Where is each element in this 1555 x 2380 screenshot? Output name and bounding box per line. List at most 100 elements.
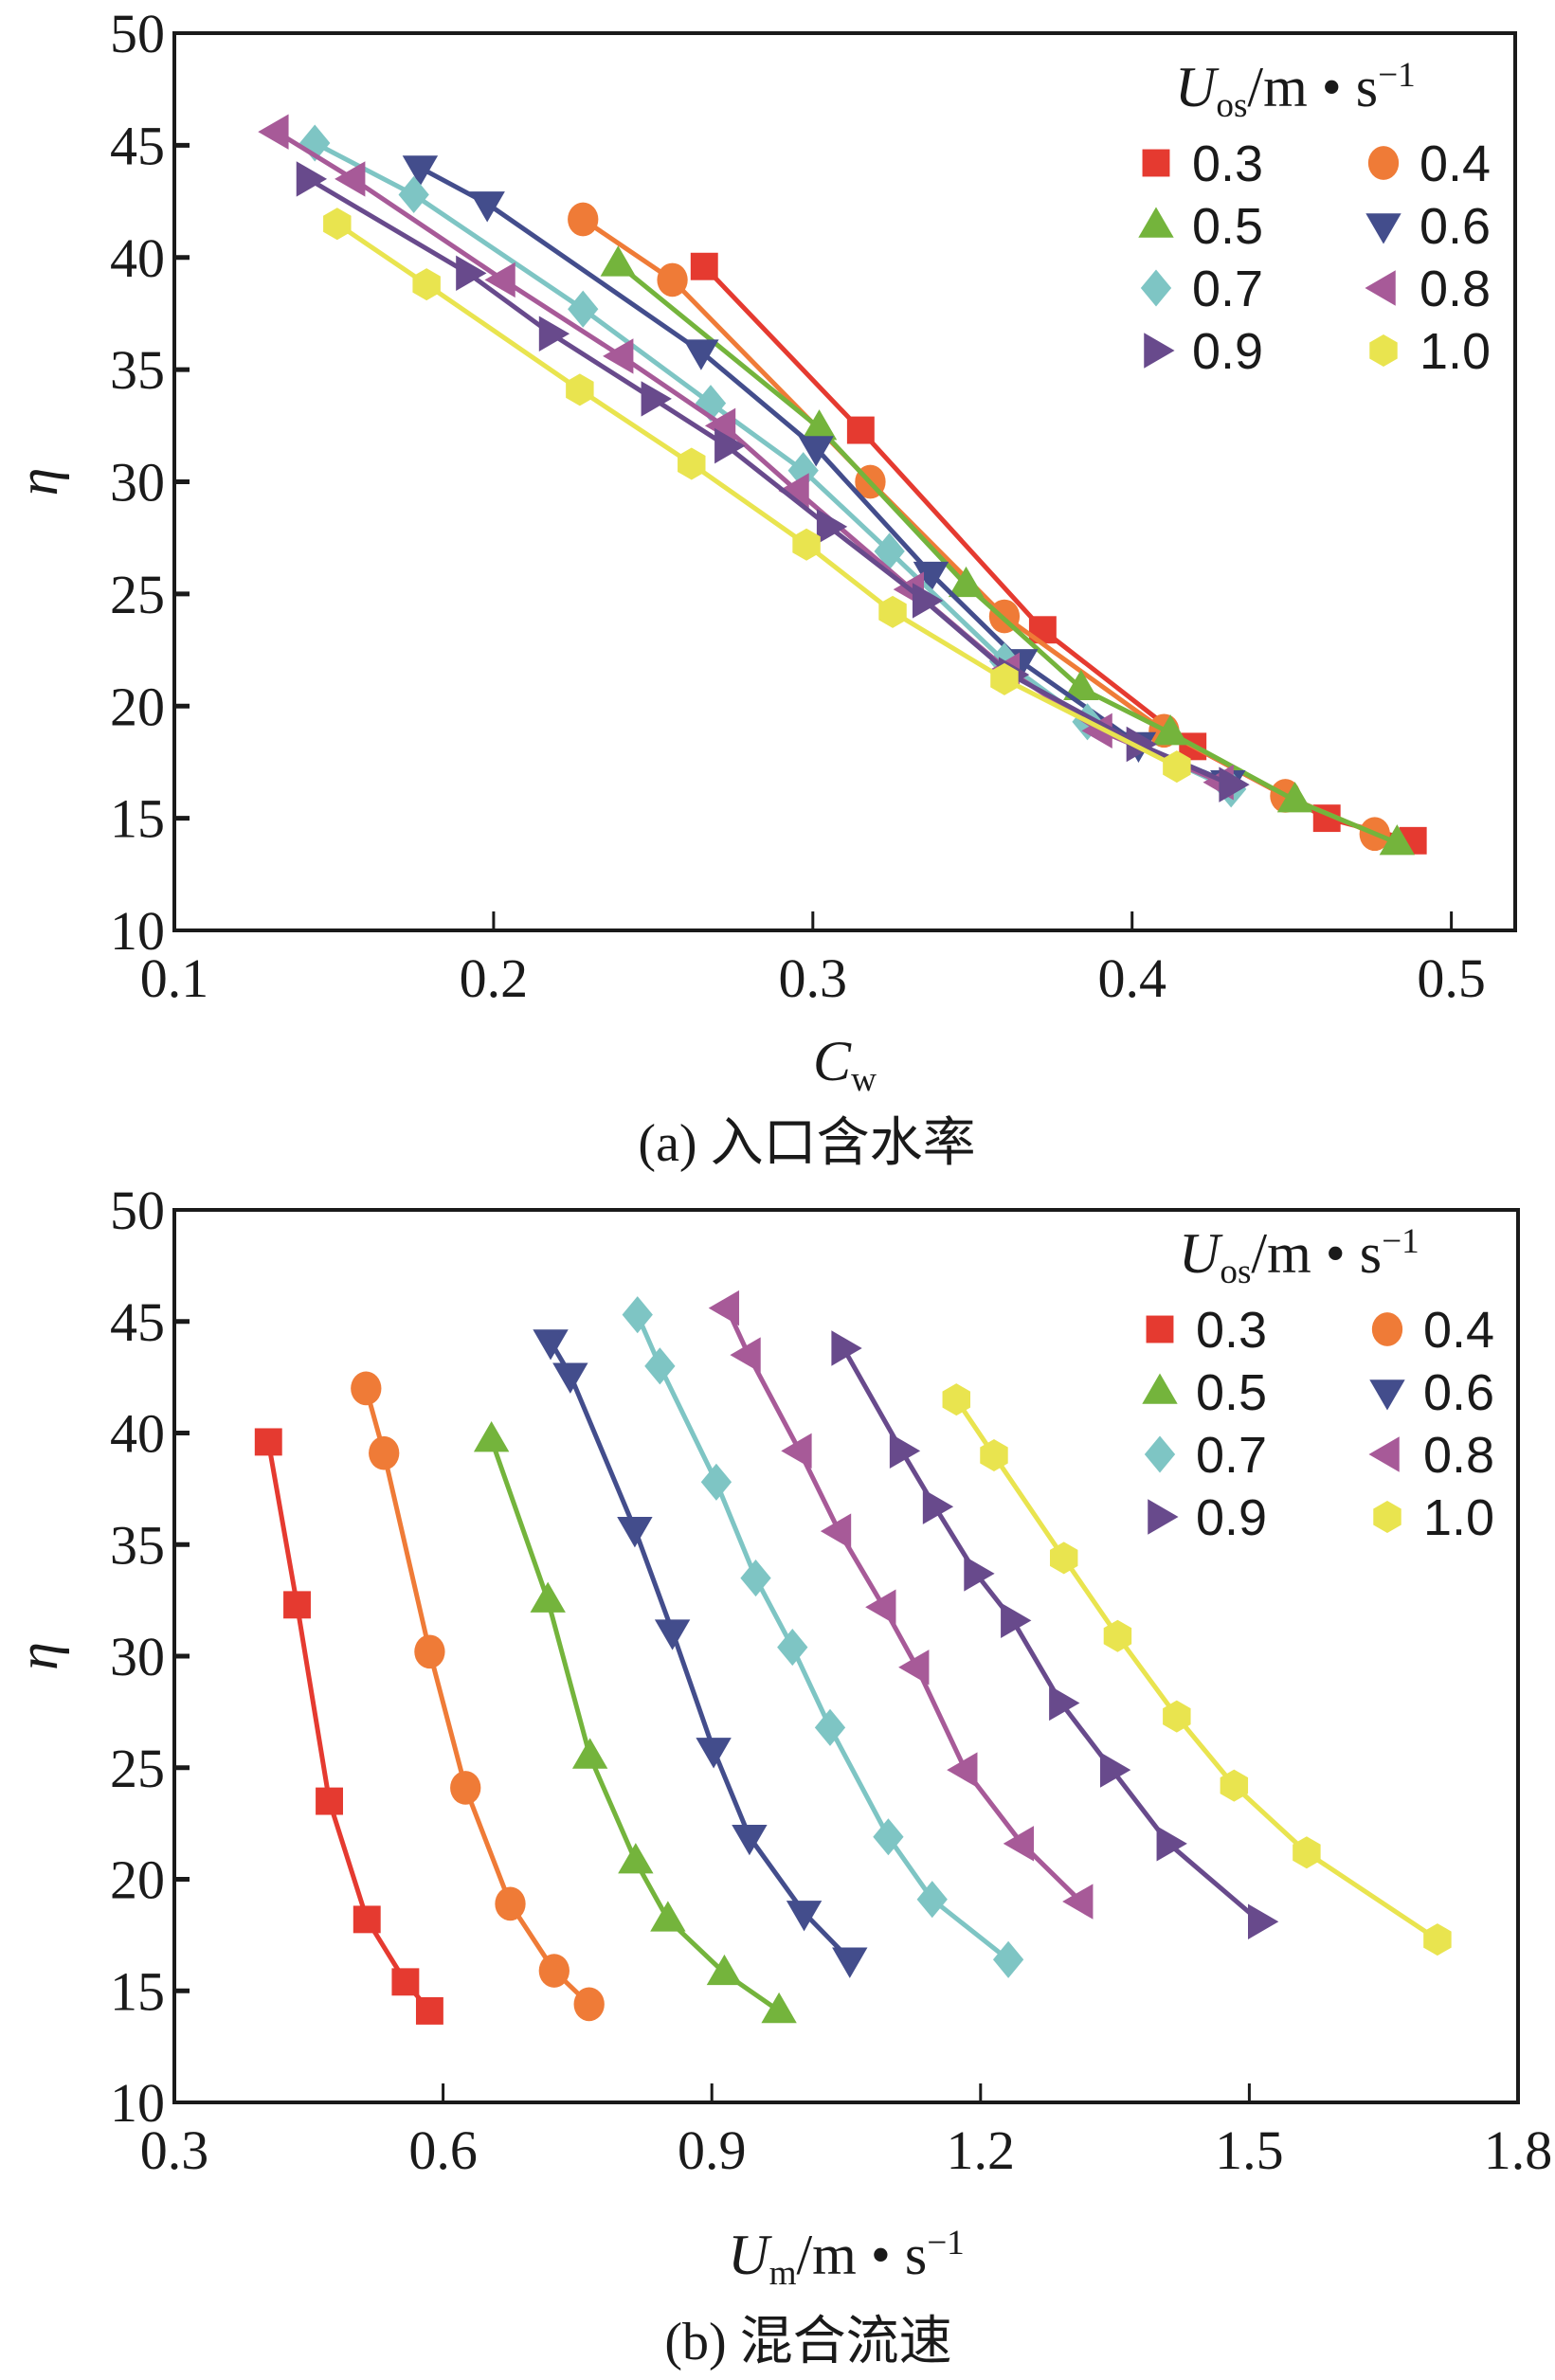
data-point	[538, 316, 570, 352]
legend-item-0.9: 0.9	[1148, 1489, 1267, 1546]
data-point	[450, 1771, 481, 1805]
series-0.4	[568, 202, 1390, 852]
data-point	[369, 1435, 400, 1470]
data-point	[798, 436, 834, 467]
unit: /m • s	[1251, 1222, 1382, 1285]
legend-marker	[1140, 269, 1172, 307]
legend-title: Uos/m • s−1	[1175, 56, 1416, 125]
subscript: m	[769, 2254, 797, 2293]
x-tick-label: 0.2	[460, 947, 529, 1009]
legend-marker	[1369, 334, 1398, 367]
data-point	[732, 1825, 768, 1856]
data-point	[980, 1439, 1008, 1472]
legend: Uos/m • s−1 0.3 0.4 0.5 0.6 0.7 0.8 0.9 1.0	[1142, 1222, 1494, 1546]
y-tick-label: 15	[110, 788, 165, 850]
data-point	[495, 1886, 526, 1921]
data-point	[873, 1818, 904, 1856]
data-point	[323, 207, 352, 241]
x-tick-label: 0.5	[1417, 947, 1486, 1009]
series-line	[265, 1441, 432, 2013]
y-tick-label: 20	[110, 1849, 165, 1911]
legend-marker	[1148, 1499, 1179, 1535]
y-tick-label: 35	[110, 1514, 165, 1576]
data-point	[678, 447, 706, 480]
data-point	[456, 255, 487, 292]
data-point	[351, 1371, 382, 1406]
data-point	[1126, 726, 1158, 763]
x-tick-label: 1.2	[947, 2119, 1016, 2181]
subscript: os	[1216, 86, 1247, 125]
legend-marker	[1365, 213, 1401, 244]
x-axis-label: Cw	[813, 1030, 877, 1099]
series-line	[335, 222, 1179, 769]
legend-item-0.5: 0.5	[1138, 198, 1263, 255]
legend-label: 0.6	[1423, 1364, 1494, 1421]
legend: Uos/m • s−1 0.3 0.4 0.5 0.6 0.7 0.8 0.9 1.0	[1138, 56, 1491, 380]
legend-label: 0.4	[1419, 135, 1491, 192]
data-point	[641, 381, 672, 417]
series-1.0	[323, 207, 1191, 784]
legend-marker	[1142, 1373, 1178, 1404]
legend-label: 1.0	[1423, 1489, 1494, 1546]
data-point	[948, 566, 985, 598]
data-point	[1003, 1826, 1035, 1862]
y-tick-label: 35	[110, 339, 165, 401]
data-point	[990, 662, 1019, 695]
data-point	[778, 473, 809, 509]
data-point	[1276, 782, 1313, 813]
x-tick-label: 0.4	[1097, 947, 1166, 1009]
series-0.6	[402, 155, 1246, 802]
data-point	[1379, 824, 1416, 856]
data-point	[792, 528, 821, 561]
data-point	[740, 1560, 771, 1597]
data-point	[296, 161, 328, 197]
data-point	[706, 1954, 743, 1986]
legend-label: 0.5	[1196, 1364, 1267, 1421]
data-point	[992, 1940, 1024, 1978]
data-point	[1163, 750, 1191, 784]
series-line	[616, 261, 1399, 845]
legend-marker	[1144, 1435, 1176, 1473]
data-point	[1219, 766, 1250, 802]
series-line	[363, 1387, 591, 2007]
series-0.7	[299, 124, 1247, 808]
series-0.9	[296, 161, 1250, 802]
y-axis-label: η	[7, 1642, 69, 1670]
y-tick-label: 10	[110, 2072, 165, 2134]
legend-marker	[1367, 146, 1400, 180]
data-point	[913, 561, 949, 593]
data-point	[603, 338, 634, 374]
superscript: −1	[1382, 1222, 1419, 1261]
legend-marker	[1368, 1436, 1400, 1472]
legend-label: 0.9	[1192, 323, 1263, 380]
x-tick-label: 0.3	[140, 2119, 209, 2181]
data-point	[1049, 1542, 1078, 1575]
data-point	[538, 1954, 570, 1988]
legend-item-0.3: 0.3	[1146, 1302, 1267, 1359]
legend-marker	[1142, 149, 1170, 177]
data-point	[714, 427, 746, 464]
data-point	[650, 1901, 686, 1932]
data-point	[484, 261, 515, 298]
data-point	[690, 252, 718, 280]
data-point	[683, 339, 719, 370]
data-point	[568, 290, 599, 328]
data-point	[831, 1330, 862, 1366]
data-point	[1081, 712, 1112, 748]
x-tick-label: 1.5	[1215, 2119, 1284, 2181]
data-point	[777, 1629, 808, 1667]
data-point	[415, 1996, 443, 2025]
legend-marker	[1146, 1315, 1174, 1343]
data-point	[644, 1347, 676, 1385]
data-point	[1100, 1752, 1131, 1788]
data-point	[254, 1428, 282, 1456]
data-point	[398, 175, 429, 214]
data-point	[1163, 1700, 1191, 1733]
data-point	[1063, 669, 1099, 701]
legend-item-0.7: 0.7	[1140, 261, 1263, 317]
legend-marker	[1138, 207, 1174, 238]
legend-label: 0.3	[1196, 1302, 1267, 1359]
series-0.6	[533, 1329, 868, 1978]
y-tick-label: 50	[110, 3, 165, 64]
data-point	[1156, 1826, 1187, 1862]
